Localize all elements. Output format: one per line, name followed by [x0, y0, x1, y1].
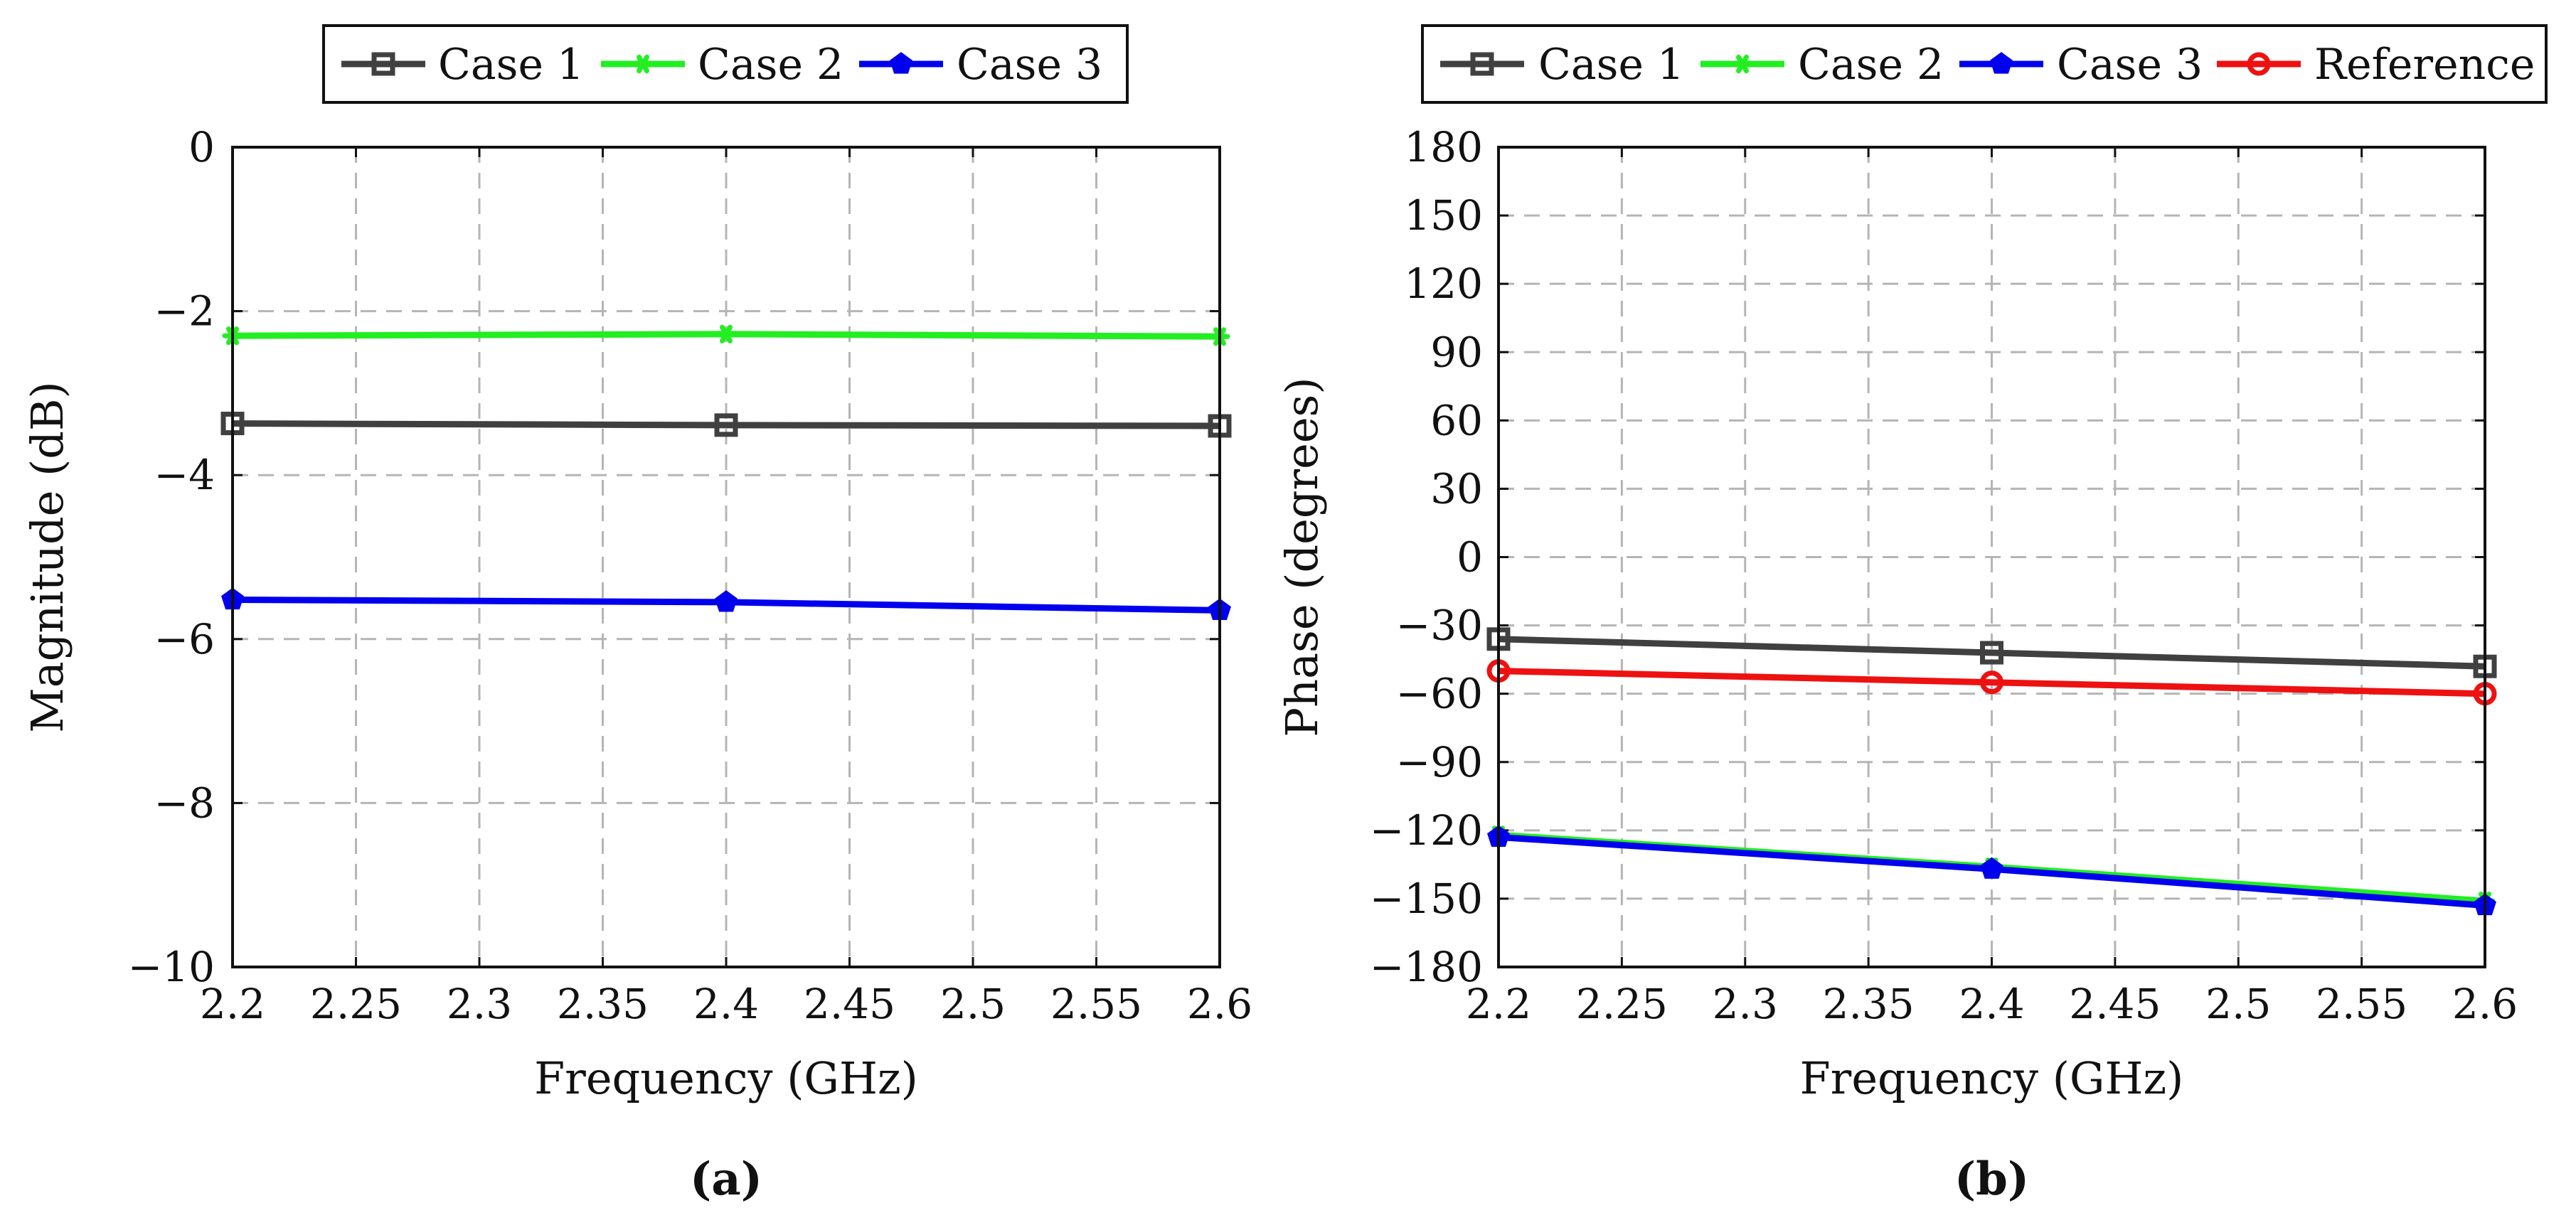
x-tick-label: 2.35 — [1823, 980, 1915, 1028]
x-tick-label: 2.3 — [1713, 980, 1778, 1028]
data-point — [714, 413, 738, 437]
y-tick-label: −60 — [1396, 670, 1483, 718]
y-tick-label: −8 — [154, 779, 215, 827]
data-point — [1980, 857, 2003, 879]
y-tick-label: −90 — [1396, 738, 1483, 786]
x-tick-label: 2.35 — [557, 980, 649, 1028]
legend-label: Reference — [2314, 40, 2535, 90]
y-tick-label: 60 — [1430, 396, 1483, 444]
x-tick-label: 2.4 — [693, 980, 759, 1028]
legend-item: Case 3 — [859, 40, 1102, 90]
y-tick-label: 0 — [1457, 533, 1483, 582]
legend-item: Case 1 — [341, 40, 584, 90]
series-case-3 — [221, 587, 1231, 620]
legend-item: Case 2 — [1701, 40, 1944, 90]
legend-label: Case 2 — [1798, 40, 1944, 90]
legend-swatch-marker — [890, 52, 912, 74]
grid-lines — [233, 147, 1220, 967]
x-tick-label: 2.4 — [1959, 980, 2024, 1028]
y-axis-label: Phase (degrees) — [1276, 377, 1328, 737]
y-tick-label: 150 — [1404, 191, 1483, 240]
chart-panel-b: 2.2 2.25 2.3 2.35 2.4 2.45 2.5 2.55 2.6 180 150 120… — [1276, 24, 2548, 1206]
legend-label: Case 1 — [1538, 40, 1684, 90]
x-tick-label: 2.5 — [2205, 980, 2271, 1028]
y-tick-label: −120 — [1370, 806, 1483, 855]
x-tick-label: 2.6 — [2452, 980, 2518, 1028]
legend-box — [322, 24, 1129, 104]
plot-frame — [231, 146, 1221, 968]
legend-item: Reference — [2217, 40, 2535, 90]
legend-item: Case 2 — [601, 40, 843, 90]
plot-frame — [1497, 146, 2486, 968]
y-tick-label: −180 — [1370, 943, 1483, 991]
x-tick-label: 2.25 — [1576, 980, 1668, 1028]
grid-lines — [1499, 147, 2485, 967]
series-case-1 — [220, 412, 1232, 438]
y-axis-label: Magnitude (dB) — [21, 381, 73, 732]
legend-item: Case 1 — [1440, 40, 1684, 90]
legend-swatch-marker — [1470, 52, 1494, 76]
legend-label: Case 3 — [2057, 40, 2203, 90]
x-tick-label: 2.45 — [2069, 980, 2161, 1028]
y-tick-label: 120 — [1404, 260, 1483, 308]
legend-swatch-marker — [1990, 52, 2013, 74]
x-tick-label: 2.2 — [1466, 980, 1531, 1028]
legend-swatch-marker — [1732, 54, 1753, 74]
chart-panel-a: 2.2 2.25 2.3 2.35 2.4 2.45 2.5 2.55 2.6 0 −2 −4 −6 −8… — [21, 24, 1253, 1206]
legend-item: Case 3 — [1959, 40, 2203, 90]
y-tick-label: 180 — [1404, 123, 1483, 171]
legend-label: Case 1 — [438, 40, 584, 90]
x-tick-label: 2.2 — [200, 980, 265, 1028]
tick-labels: 2.2 2.25 2.3 2.35 2.4 2.45 2.5 2.55 2.6 180 150 120… — [1370, 123, 2518, 1028]
panel-label: (b) — [1954, 1153, 2029, 1206]
y-tick-label: −150 — [1370, 875, 1483, 923]
legend-label: Case 2 — [698, 40, 843, 90]
x-axis-label: Frequency (GHz) — [1800, 1052, 2184, 1104]
data-point — [715, 324, 737, 343]
legend-swatch-marker — [371, 52, 395, 76]
x-tick-label: 2.25 — [310, 980, 402, 1028]
y-tick-label: 90 — [1430, 328, 1483, 376]
x-tick-label: 2.3 — [447, 980, 512, 1028]
series-line — [1498, 668, 2486, 698]
legend-swatch-marker — [2247, 52, 2271, 76]
y-tick-label: −4 — [154, 451, 215, 499]
tick-labels: 2.2 2.25 2.3 2.35 2.4 2.45 2.5 2.55 2.6 0 −2 −4 −6 −8… — [128, 123, 1253, 1028]
x-tick-label: 2.6 — [1187, 980, 1252, 1028]
data-point — [1980, 641, 2003, 665]
y-tick-label: 30 — [1430, 464, 1483, 513]
panel-label: (a) — [690, 1153, 762, 1206]
x-tick-label: 2.55 — [2316, 980, 2407, 1028]
y-tick-label: 0 — [188, 123, 215, 171]
series-line — [232, 420, 1220, 429]
y-tick-label: −10 — [128, 943, 215, 991]
x-tick-label: 2.5 — [940, 980, 1006, 1028]
x-axis-label: Frequency (GHz) — [534, 1052, 918, 1104]
data-point — [715, 590, 738, 612]
legend: Case 1 Case 2 Case 3 Reference — [1421, 24, 2548, 104]
data-point — [1980, 670, 2003, 695]
x-tick-label: 2.45 — [804, 980, 895, 1028]
x-tick-label: 2.55 — [1050, 980, 1142, 1028]
series-case-2 — [222, 324, 1230, 346]
legend-label: Case 3 — [957, 40, 1102, 90]
y-tick-label: −30 — [1396, 602, 1483, 650]
legend: Case 1 Case 2 Case 3 — [322, 24, 1129, 104]
legend-swatch-marker — [632, 54, 654, 74]
y-tick-label: −6 — [154, 615, 215, 663]
series-line — [1498, 636, 2486, 670]
y-tick-label: −2 — [154, 287, 215, 336]
